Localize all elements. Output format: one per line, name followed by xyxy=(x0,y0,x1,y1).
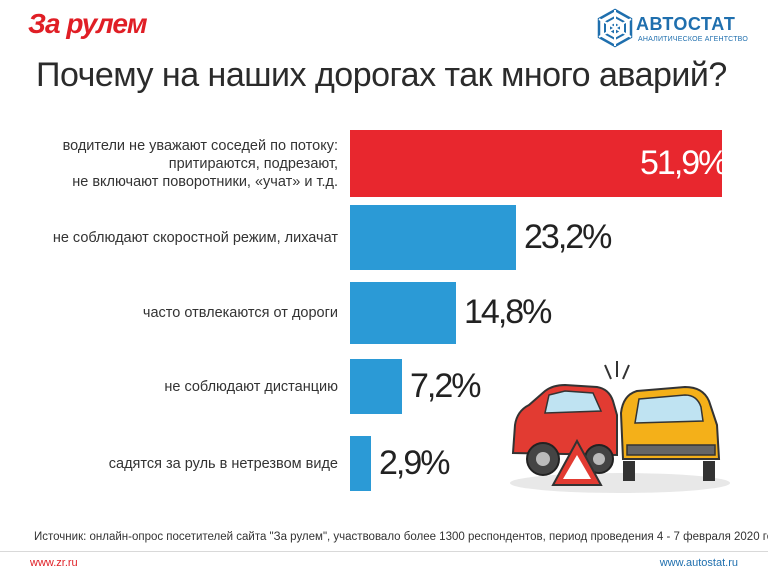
value-label-2: 23,2% xyxy=(524,217,612,256)
category-label-5: садятся за руль в нетрезвом виде xyxy=(8,455,338,473)
category-label-line: не соблюдают скоростной режим, лихачат xyxy=(52,229,338,246)
page-title: Почему на наших дорогах так много аварий… xyxy=(36,56,727,94)
source-note: Источник: онлайн-опрос посетителей сайта… xyxy=(34,531,768,543)
category-label-line: часто отвлекаются от дороги xyxy=(142,305,338,321)
car-crash-illustration xyxy=(510,361,730,493)
avtostat-emblem-icon xyxy=(597,8,633,48)
category-label-4: не соблюдают дистанцию xyxy=(8,378,338,396)
value-label-3: 14,8% xyxy=(464,293,552,331)
avtostat-brand: АВТОСТАТ xyxy=(636,14,736,34)
category-label-line: не соблюдают дистанцию xyxy=(164,378,338,395)
bar-5 xyxy=(350,436,371,491)
category-label-line: садятся за руль в нетрезвом виде xyxy=(108,455,338,472)
avtostat-logo[interactable]: АВТОСТАТ АНАЛИТИЧЕСКОЕ АГЕНТСТВО xyxy=(596,8,748,52)
category-label-line: не включают поворотники, «учат» и т.д. xyxy=(72,173,338,190)
category-label-line: водители не уважают соседей по потоку: xyxy=(62,137,338,154)
bar-4 xyxy=(350,359,402,414)
category-label-line: притираются, подрезают, xyxy=(168,155,338,172)
autostat-url-link[interactable]: www.autostat.ru xyxy=(659,557,738,569)
value-label-5: 2,9% xyxy=(379,443,450,482)
za-rulem-logo[interactable]: За рулем xyxy=(28,8,148,39)
bar-1 xyxy=(350,130,722,197)
category-label-2: не соблюдают скоростной режим, лихачат xyxy=(8,229,338,247)
avtostat-subtitle: АНАЛИТИЧЕСКОЕ АГЕНТСТВО xyxy=(638,36,748,43)
bar-2 xyxy=(350,205,516,270)
category-label-3: часто отвлекаются от дороги xyxy=(8,304,338,322)
category-label-1: водители не уважают соседей по потоку: пр… xyxy=(8,137,338,191)
bar-3 xyxy=(350,282,456,344)
footer-divider xyxy=(0,551,768,552)
value-label-1: 51,9% xyxy=(640,143,728,182)
zr-url-link[interactable]: www.zr.ru xyxy=(30,557,78,569)
value-label-4: 7,2% xyxy=(410,366,481,405)
bar-chart: водители не уважают соседей по потоку: пр… xyxy=(0,110,768,510)
